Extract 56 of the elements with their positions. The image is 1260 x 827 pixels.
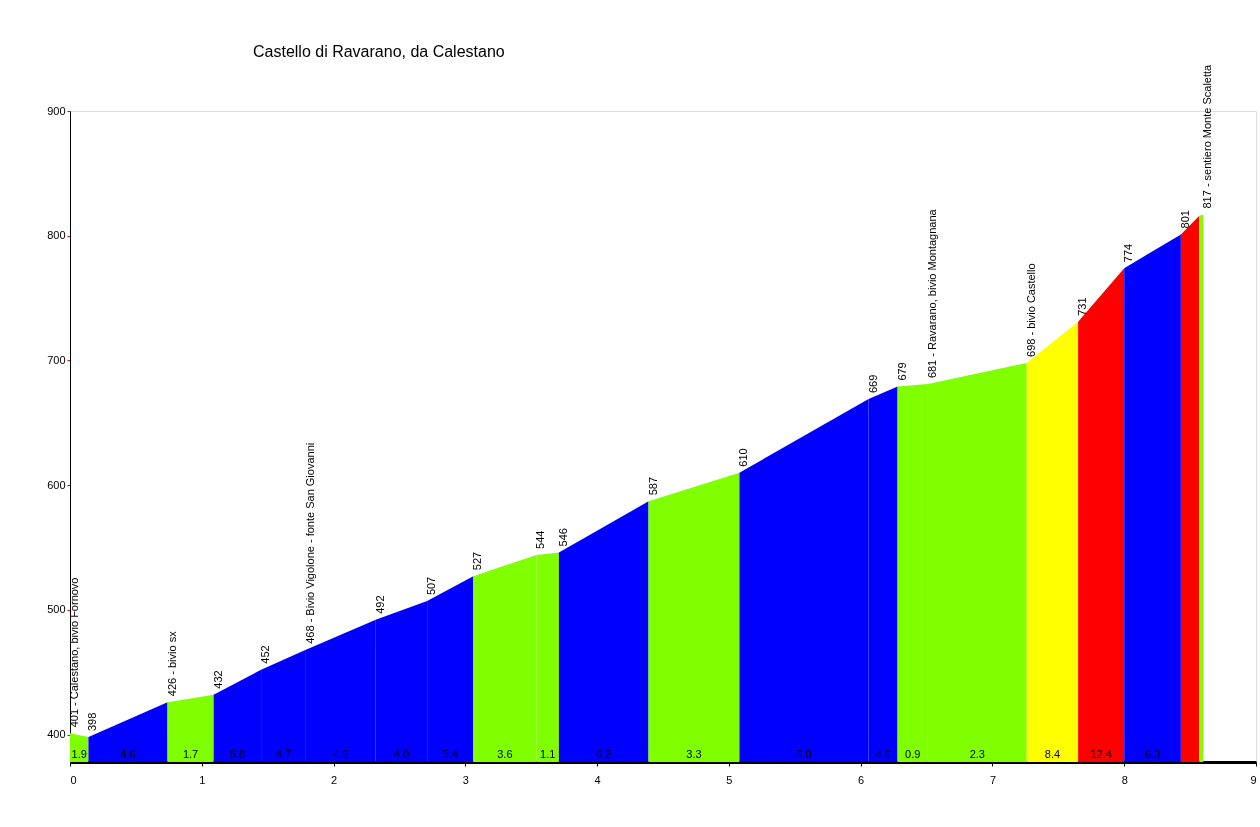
annotation: 1.7 [182,748,199,760]
x-tick-label: 3 [462,773,469,786]
annotation: 681 - Ravarano, bivio Montagnana [925,208,938,379]
annotation: 587 [646,476,659,496]
annotation: 774 [1122,243,1135,263]
y-tick-label: 800 [47,229,66,242]
y-tick-label: 400 [47,728,66,741]
annotation: 6.3 [1144,748,1161,760]
x-tick-label: 7 [989,773,997,786]
annotation: 426 - bivio sx [165,630,178,697]
x-tick-label: 0 [70,773,77,786]
annotation: 679 [895,362,908,381]
annotation: 5.4 [442,748,458,760]
annotation: 5.8 [229,748,246,760]
annotation: 8.4 [1044,748,1061,760]
annotation: 3.3 [686,748,702,760]
x-tick-label: 8 [1121,773,1128,786]
annotation: 0.9 [905,748,921,760]
annotation: 698 - bivio Castello [1024,263,1037,357]
annotation: 731 [1076,297,1089,316]
y-tick-label: 600 [47,478,66,491]
annotation: 432 [211,670,224,689]
annotation: 4.7 [275,748,292,760]
y-tick-label: 900 [47,104,66,117]
annotation: 669 [866,374,879,394]
annotation: 12.4 [1090,748,1112,760]
y-tick-label: 700 [47,353,66,366]
annotation: 1.1 [540,748,556,760]
x-tick-label: 2 [330,773,338,786]
annotation: 452 [259,645,272,664]
x-tick-label: 5 [726,773,733,786]
annotation: 610 [737,448,750,467]
annotation: 507 [425,576,438,596]
annotation: 4.0 [393,748,410,760]
annotation: 6.0 [796,748,812,760]
y-tick-label: 500 [47,603,66,616]
x-tick-label: 4 [594,773,601,786]
annotation: 4.6 [120,748,136,760]
x-tick-label: 9 [1250,773,1257,786]
annotation: 817 - sentiero Monte Scaletta [1201,63,1214,209]
annotation: 544 [534,530,547,549]
annotation: 398 [86,712,99,732]
annotation: 3.6 [497,748,513,760]
annotation: 468 - Bivio Vigolone - fonte San Giovanni [303,442,316,644]
x-tick-label: 1 [199,773,206,786]
annotation: 2.3 [969,748,985,760]
annotation: 527 [471,551,484,571]
annotation: 6.2 [596,748,612,760]
chart-title: Castello di Ravarano, da Calestano [253,43,505,60]
annotation: 1.9 [71,748,87,760]
annotation: 4.6 [333,748,349,760]
annotation: 546 [556,528,569,547]
annotation: 4.6 [875,748,891,760]
annotation: 801 [1178,210,1191,229]
x-tick-label: 6 [858,773,865,786]
annotation: 492 [373,595,386,614]
